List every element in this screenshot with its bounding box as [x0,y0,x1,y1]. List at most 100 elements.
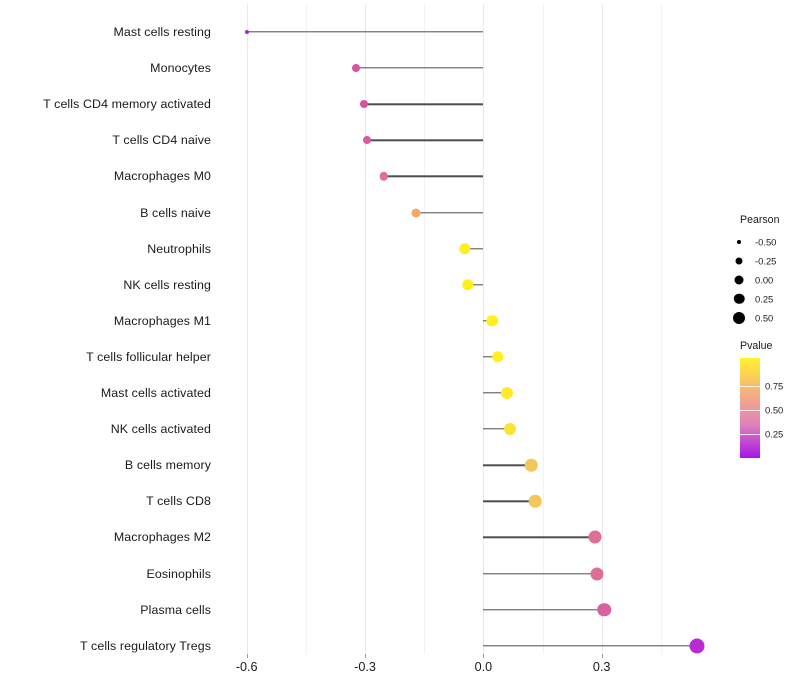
lollipop-dot[interactable] [486,315,498,327]
category-label: Mast cells activated [100,386,211,400]
size-legend-dot [737,239,741,244]
colorbar-wrap: 0.75 0.50 0.25 [740,358,783,458]
chart-row: B cells naive [140,195,720,231]
gridline-minor [424,4,426,654]
lollipop-stem [364,103,484,105]
chart-row: Monocytes [150,50,720,86]
category-label: NK cells activated [110,422,211,437]
chart-row: B cells memory [125,447,720,483]
lollipop-dot[interactable] [459,242,471,255]
x-tick-mark [601,654,603,658]
x-tick-mark [483,654,485,658]
chart-row: NK cells activated [111,411,720,447]
lollipop-stem [366,139,484,141]
lollipop-dot[interactable] [362,136,371,145]
chart-row: T cells regulatory Tregs [80,628,720,664]
lollipop-stem [246,31,484,33]
category-label: T cells regulatory Tregs [80,638,211,653]
lollipop-stem [467,283,484,286]
lollipop-dot[interactable] [590,567,604,580]
size-legend-dot-cell [726,251,752,270]
lollipop-dot[interactable] [379,172,389,181]
lollipop-dot[interactable] [360,100,369,109]
category-label: B cells memory [124,458,211,473]
gridline-minor [660,4,662,654]
category-label: Eosinophils [146,566,211,581]
lollipop-dot[interactable] [411,208,421,217]
lollipop-dot[interactable] [461,278,474,291]
chart-row: Mast cells resting [113,14,720,50]
category-label: Neutrophils [147,241,211,256]
lollipop-stem [355,67,484,69]
size-legend-dot-cell [726,270,752,289]
plot-panel: Mast cells resting Monocytes T cells CD4 m… [43,4,720,654]
lollipop-stem [483,500,536,502]
x-tick-mark [246,654,248,658]
size-legend-dot [733,293,745,304]
chart-row: Eosinophils [147,556,720,592]
lollipop-dot[interactable] [504,423,517,436]
category-label: Macrophages M0 [113,169,211,184]
lollipop-stem [383,175,484,178]
size-legend-dot-cell [726,289,752,308]
lollipop-dot[interactable] [351,64,360,73]
size-legend-label: -0.25 [755,255,777,266]
lollipop-stem [483,536,595,539]
gridline-major [365,4,366,654]
category-label: T cells follicular helper [86,349,211,364]
lollipop-stem [483,608,605,611]
lollipop-stem [483,428,511,430]
lollipop-dot[interactable] [597,602,612,617]
category-label: Plasma cells [140,602,211,617]
chart-row: Plasma cells [140,592,720,628]
lollipop-stem [483,572,597,575]
chart-row: Mast cells activated [101,375,720,411]
gridline-minor [542,4,544,654]
colorbar-label: 0.25 [765,428,784,440]
category-label: T cells CD4 naive [112,133,211,148]
size-legend-item: -0.25 [726,251,800,270]
chart-row: Macrophages M0 [114,158,720,194]
gridline-major [601,4,603,654]
category-label: Macrophages M1 [113,313,211,328]
lollipop-dot[interactable] [244,30,249,34]
gridline-minor [305,4,307,654]
lollipop-stem [483,464,532,466]
category-label: T cells CD8 [146,494,211,509]
size-legend-dot-cell [726,308,752,327]
lollipop-dot[interactable] [492,351,504,363]
lollipop-dot[interactable] [525,458,538,472]
size-legend-item: 0.50 [726,308,800,327]
chart-row: T cells CD4 memory activated [43,86,720,122]
x-axis: -0.6 -0.3 0.0 0.3 [223,654,720,684]
size-legend: Pearson -0.50 -0.25 0.00 0.25 0.50 [726,214,800,327]
lollipop-dot[interactable] [529,495,542,508]
chart-row: Macrophages M2 [114,519,720,555]
colorbar-gradient [740,358,760,458]
chart-row: T cells CD4 naive [112,122,720,158]
size-legend-item: 0.00 [726,270,800,289]
size-legend-dot [733,311,745,324]
category-label: Mast cells resting [113,25,211,39]
color-legend-title: Pvalue [740,340,773,352]
lollipop-stem [464,247,484,250]
lollipop-dot[interactable] [689,638,705,654]
size-legend-dot [734,275,744,284]
colorbar-tick [740,434,760,435]
size-legend-label: 0.25 [755,293,774,304]
size-legend-label: -0.50 [755,236,777,247]
chart-row: Neutrophils [147,231,720,267]
x-tick-label: 0.3 [592,660,611,674]
size-legend-item: -0.50 [726,232,800,251]
size-legend-title: Pearson [740,214,780,226]
gridline-major [246,4,248,654]
lollipop-dot[interactable] [501,387,514,399]
chart-row: NK cells resting [123,267,720,303]
lollipop-stem [483,644,698,647]
size-legend-label: 0.00 [755,274,774,285]
x-tick-label: -0.3 [354,660,376,674]
colorbar-label: 0.75 [765,380,784,392]
lollipop-dot[interactable] [588,530,602,544]
category-label: Monocytes [150,61,211,76]
